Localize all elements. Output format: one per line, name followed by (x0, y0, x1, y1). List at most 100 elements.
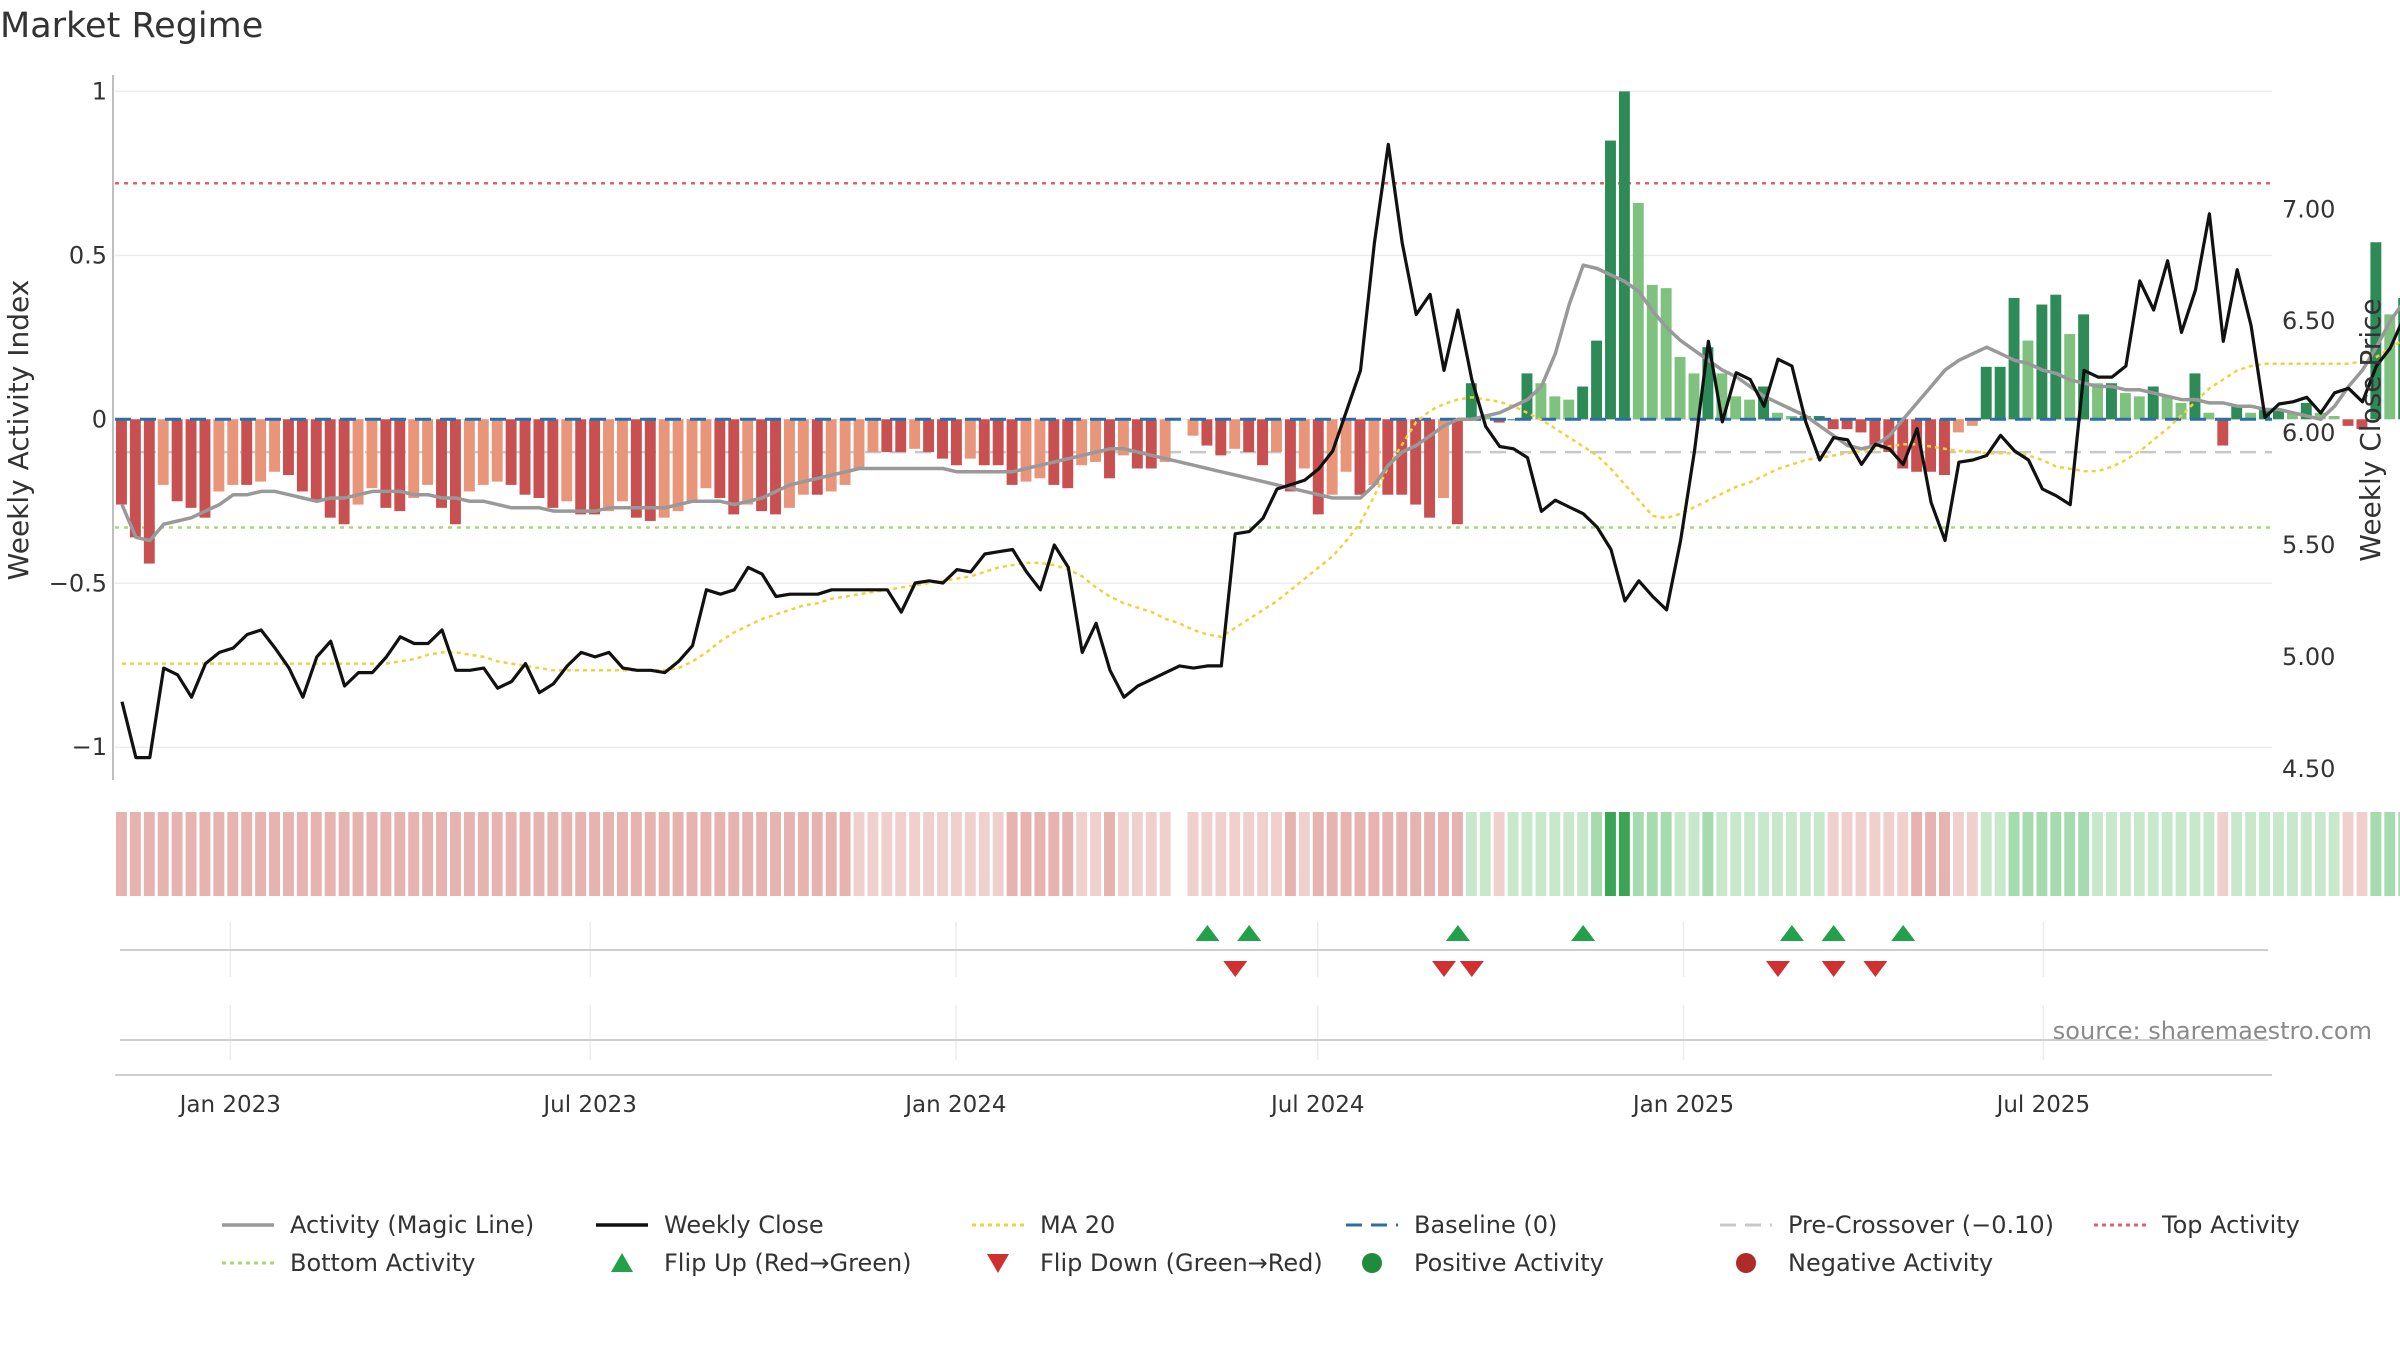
regime-strip-cell (2231, 812, 2243, 896)
activity-bar (1243, 419, 1255, 453)
activity-bar (1215, 419, 1227, 456)
activity-bar (811, 419, 823, 495)
activity-bar (296, 419, 308, 492)
activity-bar (1201, 419, 1213, 446)
activity-bar (839, 419, 851, 485)
regime-strip-cell (950, 812, 962, 896)
activity-bar (2398, 297, 2400, 420)
regime-strip-cell (1758, 812, 1770, 896)
activity-bar (1674, 357, 1686, 420)
activity-bar (324, 419, 336, 518)
flip-up-marker (1821, 925, 1846, 941)
regime-strip-cell (728, 812, 740, 896)
regime-strip-cell (1479, 812, 1491, 896)
activity-bar (310, 419, 322, 502)
activity-bar (2370, 242, 2382, 420)
activity-bar (1952, 419, 1964, 433)
activity-bar (1897, 419, 1909, 469)
legend-label: Bottom Activity (290, 1249, 476, 1277)
regime-strip-cell (811, 812, 823, 896)
regime-strip-cell (1048, 812, 1060, 896)
regime-strip-cell (380, 812, 392, 896)
regime-strip-cell (1368, 812, 1380, 896)
regime-strip-cell (2092, 812, 2104, 896)
legend-label: Activity (Magic Line) (290, 1211, 535, 1239)
y-right-tick-label: 4.50 (2282, 755, 2335, 783)
weekly-close-line (120, 142, 2400, 760)
activity-bar (1688, 373, 1700, 420)
regime-strip-cell (2022, 812, 2034, 896)
activity-bar (1618, 91, 1630, 420)
regime-strip-cell (477, 812, 489, 896)
regime-strip-cell (1674, 812, 1686, 896)
regime-strip-cell (1618, 812, 1630, 896)
legend-item-baseline: Baseline (0) (1342, 1210, 1557, 1240)
legend-item-ma20: MA 20 (968, 1210, 1115, 1240)
regime-strip-cell (213, 812, 225, 896)
activity-bar (533, 419, 545, 498)
regime-strip-cell (1911, 812, 1923, 896)
regime-strip-cell (185, 812, 197, 896)
activity-bar (1382, 419, 1394, 495)
activity-bar (1702, 347, 1714, 420)
regime-strip-cell (1785, 812, 1797, 896)
regime-strip-cell (2050, 812, 2062, 896)
regime-strip-cell (1243, 812, 1255, 896)
activity-bar (2119, 393, 2131, 420)
activity-bar (1632, 202, 1644, 420)
line-layer (115, 142, 2400, 760)
regime-strip-cell (923, 812, 935, 896)
activity-bar (2078, 314, 2090, 420)
activity-bar (1911, 419, 1923, 472)
triangle-down-icon (987, 1254, 1009, 1273)
activity-bar (1549, 396, 1561, 420)
regime-strip-cell (1201, 812, 1213, 896)
regime-strip-cell (1159, 812, 1171, 896)
regime-strip-cell (1145, 812, 1157, 896)
regime-strip-cell (2314, 812, 2326, 896)
regime-strip-cell (241, 812, 253, 896)
legend-label: Top Activity (2162, 1211, 2300, 1239)
activity-bar (2314, 412, 2326, 420)
regime-strip-cell (1688, 812, 1700, 896)
activity-bar (213, 419, 225, 492)
x-tick-label: Jan 2025 (1631, 1092, 1734, 1118)
regime-strip-cell (296, 812, 308, 896)
regime-strip-cell (1396, 812, 1408, 896)
regime-strip-cell (2259, 812, 2270, 896)
activity-bar (1284, 419, 1296, 492)
regime-strip-cell (1632, 812, 1644, 896)
activity-bar (129, 419, 141, 538)
regime-strip-cell (366, 812, 378, 896)
regime-strip-cell (1298, 812, 1310, 896)
y-left-tick-label: 1 (92, 77, 107, 105)
regime-strip-cell (1605, 812, 1616, 896)
regime-strip-cell (422, 812, 434, 896)
regime-strip-cell (1493, 812, 1505, 896)
regime-strip-cell (1257, 812, 1269, 896)
regime-strip-cell (1187, 812, 1199, 896)
activity-bar (352, 419, 364, 505)
activity-bar (1257, 419, 1269, 466)
activity-bar (1396, 419, 1408, 495)
activity-bar (1716, 373, 1728, 420)
activity-bar (797, 419, 809, 495)
grid-layer (115, 90, 2272, 1060)
x-tick-label: Jan 2023 (178, 1092, 281, 1118)
regime-strip-cell (616, 812, 628, 896)
regime-strip-cell (1563, 812, 1575, 896)
regime-strip-cell (1465, 812, 1477, 896)
activity-bar (2147, 386, 2159, 420)
regime-strip-cell (255, 812, 267, 896)
activity-bar (630, 419, 642, 518)
activity-bar (1131, 419, 1143, 469)
activity-bar (185, 419, 197, 508)
regime-strip-cell (2286, 812, 2298, 896)
activity-bar (1563, 399, 1575, 420)
activity-bar (881, 419, 893, 453)
regime-strip-cell (2398, 812, 2400, 896)
regime-strip-cell (1006, 812, 1018, 896)
legend-symbol-ma20 (972, 1223, 1024, 1227)
activity-bar (575, 419, 587, 515)
flip-up-marker (1445, 925, 1470, 941)
